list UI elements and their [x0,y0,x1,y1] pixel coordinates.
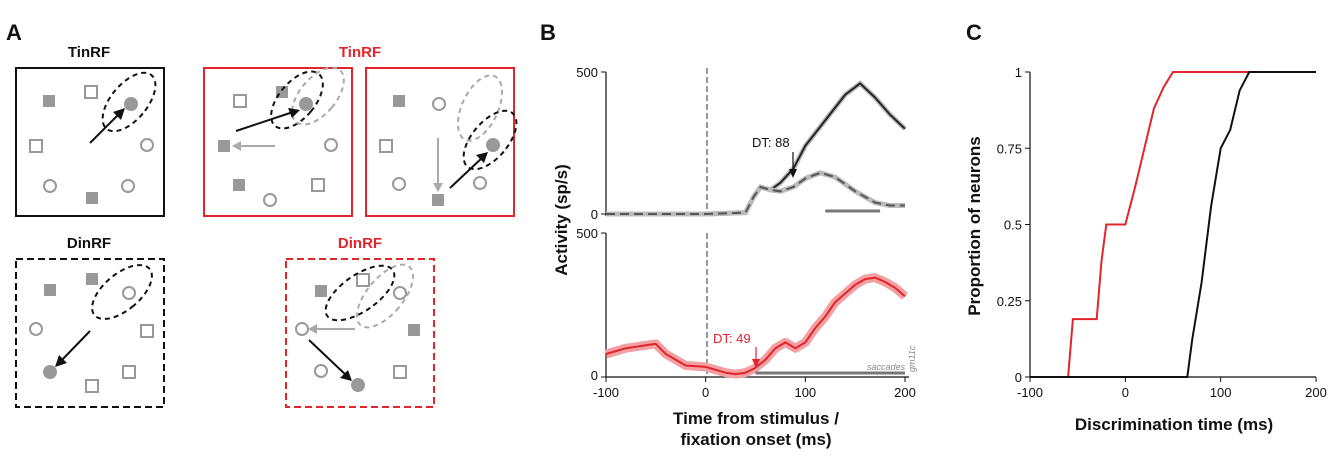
b-xtick-label-2: 100 [794,385,816,400]
c-series-1 [1030,71,1316,378]
c-series-0 [1030,71,1250,378]
bottom-ytick-0-label: 0 [591,368,598,383]
b-xtick-label-1: 0 [702,385,709,400]
c-ytick-label-0: 0 [1015,370,1022,385]
panel-c-plot [1030,71,1316,378]
bottom-dt-label: DT: 49 [713,331,751,346]
top-dt-label: DT: 88 [752,135,790,150]
box-dinrf-black [15,258,165,408]
c-xtick-label-2: 100 [1210,385,1232,400]
c-xtick-label-1: 0 [1122,385,1129,400]
saccades-label: saccades [867,362,906,372]
title-dinrf-red: DinRF [338,235,382,252]
b-xtick-label-3: 200 [894,385,916,400]
top-plot [606,80,907,217]
box-tinrf-black [15,67,165,217]
panel-letter-b: B [540,20,556,45]
title-dinrf-black: DinRF [67,235,111,252]
bottom-ytick-500-label: 500 [576,226,598,241]
top-ytick-0-label: 0 [591,207,598,222]
c-xtick-label-3: 200 [1305,385,1327,400]
panel-b-x-ticks: -100 0 100 200 [593,377,916,400]
title-tinrf-black: TinRF [68,44,110,61]
monkey-label: gm11c [907,345,917,372]
b-xtick-label-0: -100 [593,385,619,400]
top-series-1-line [606,171,905,215]
panel-c-x-label: Discrimination time (ms) [1075,415,1273,434]
panel-a: TinRF TinRF DinRF DinRF [15,44,518,408]
c-ytick-label-1: 0.25 [997,294,1022,309]
panel-c-y-label: Proportion of neurons [965,136,984,315]
panel-letter-c: C [966,20,982,45]
panel-letter-a: A [6,20,22,45]
box-tinrf-red-right [365,67,518,217]
c-ytick-label-2: 0.5 [1004,218,1022,233]
panel-b-y-label: Activity (sp/s) [552,164,571,275]
c-ytick-label-4: 1 [1015,65,1022,80]
box-dinrf-red [285,258,435,408]
bottom-dt-arrowhead [752,359,760,368]
panel-b-x-label-2: fixation onset (ms) [680,430,831,449]
panel-b-x-label-1: Time from stimulus / [673,409,839,428]
title-tinrf-red: TinRF [339,44,381,61]
c-ytick-label-3: 0.75 [997,141,1022,156]
top-dt-arrowhead [789,169,797,178]
panel-c-ticks: 00.250.50.751-100 0 100 200 [997,65,1327,400]
box-tinrf-red-left [203,66,353,217]
bottom-plot [604,273,908,379]
panel-c: Proportion of neurons Discrimination tim… [965,65,1327,434]
bottom-series-0-line [605,276,906,376]
panel-b: Activity (sp/s) Time from stimulus / fix… [552,65,917,449]
c-xtick-label-0: -100 [1017,385,1043,400]
top-ytick-500-label: 500 [576,65,598,80]
